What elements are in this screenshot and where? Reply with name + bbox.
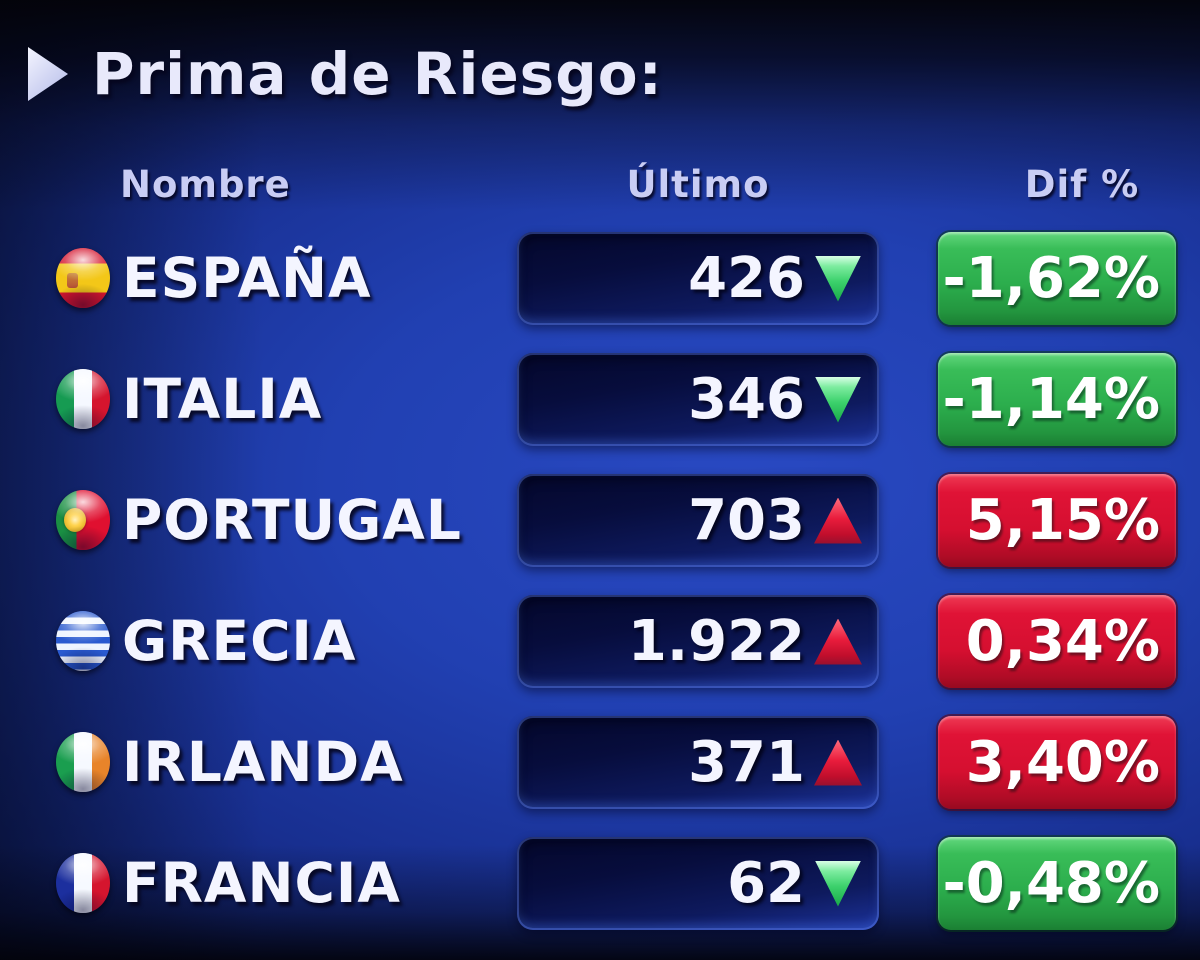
country-name: GRECIA — [122, 609, 357, 673]
table-row: IRLANDA 371 3,40% — [0, 716, 1200, 809]
last-value-box: 1.922 — [517, 595, 879, 688]
diff-value: 5,15% — [965, 488, 1160, 553]
diff-badge: -1,14% — [938, 353, 1176, 446]
trend-down-icon — [814, 255, 862, 302]
last-value-box: 371 — [517, 716, 879, 809]
last-value: 1.922 — [627, 609, 805, 674]
country-name: ESPAÑA — [122, 246, 372, 310]
table-row: ESPAÑA 426 -1,62% — [0, 232, 1200, 325]
page-title: Prima de Riesgo: — [92, 40, 663, 108]
page-title-row: Prima de Riesgo: — [28, 40, 663, 108]
italy-flag-icon — [56, 369, 110, 429]
trend-down-icon — [814, 860, 862, 907]
diff-value: 0,34% — [965, 609, 1160, 674]
last-value: 62 — [727, 851, 805, 916]
last-value-box: 62 — [517, 837, 879, 930]
country-name: ITALIA — [122, 367, 323, 431]
table-row: ITALIA 346 -1,14% — [0, 353, 1200, 446]
country-name: PORTUGAL — [122, 488, 462, 552]
diff-value: -1,14% — [942, 367, 1160, 432]
diff-badge: -0,48% — [938, 837, 1176, 930]
diff-value: 3,40% — [965, 730, 1160, 795]
last-value-box: 346 — [517, 353, 879, 446]
table-row: GRECIA 1.922 0,34% — [0, 595, 1200, 688]
last-value: 426 — [688, 246, 805, 311]
trend-up-icon — [814, 497, 862, 544]
diff-value: -0,48% — [942, 851, 1160, 916]
diff-badge: -1,62% — [938, 232, 1176, 325]
column-header-last: Último — [626, 163, 770, 206]
column-header-name: Nombre — [120, 163, 291, 206]
country-name: IRLANDA — [122, 730, 404, 794]
last-value-box: 426 — [517, 232, 879, 325]
country-rows: ESPAÑA 426 -1,62% ITALIA 346 -1,14% PORT… — [0, 232, 1200, 958]
last-value: 371 — [688, 730, 805, 795]
trend-up-icon — [814, 739, 862, 786]
greece-flag-icon — [56, 611, 110, 671]
table-row: PORTUGAL 703 5,15% — [0, 474, 1200, 567]
portugal-flag-icon — [56, 490, 110, 550]
france-flag-icon — [56, 853, 110, 913]
ireland-flag-icon — [56, 732, 110, 792]
column-header-diff: Dif % — [1024, 163, 1140, 206]
last-value-box: 703 — [517, 474, 879, 567]
diff-badge: 5,15% — [938, 474, 1176, 567]
trend-down-icon — [814, 376, 862, 423]
diff-badge: 0,34% — [938, 595, 1176, 688]
country-name: FRANCIA — [122, 851, 401, 915]
title-marker-icon — [28, 47, 68, 101]
table-row: FRANCIA 62 -0,48% — [0, 837, 1200, 930]
last-value: 346 — [688, 367, 805, 432]
spain-flag-icon — [56, 248, 110, 308]
trend-up-icon — [814, 618, 862, 665]
last-value: 703 — [688, 488, 805, 553]
diff-badge: 3,40% — [938, 716, 1176, 809]
diff-value: -1,62% — [942, 246, 1160, 311]
